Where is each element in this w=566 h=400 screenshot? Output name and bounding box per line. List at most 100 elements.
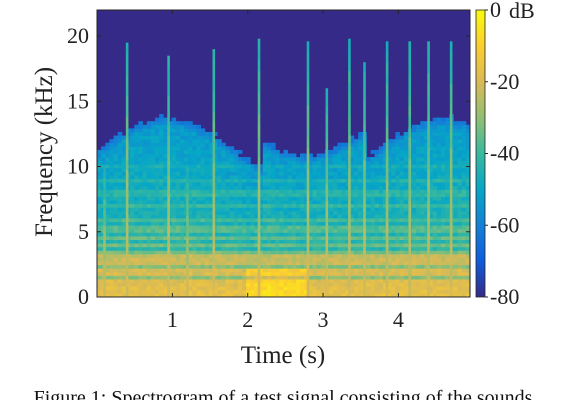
heatmap-cell bbox=[283, 164, 289, 169]
heatmap-cell bbox=[416, 275, 421, 280]
heatmap-cell bbox=[138, 218, 143, 223]
heatmap-cell bbox=[436, 203, 442, 208]
onset-streak bbox=[103, 258, 106, 265]
onset-streak bbox=[306, 179, 310, 191]
heatmap-cell bbox=[163, 261, 168, 266]
heatmap-cell bbox=[134, 268, 139, 273]
heatmap-cell bbox=[424, 149, 429, 154]
heatmap-cell bbox=[208, 232, 214, 237]
heatmap-cell bbox=[453, 196, 458, 201]
heatmap-cell bbox=[461, 207, 467, 212]
heatmap-cell bbox=[250, 293, 255, 298]
heatmap-cell bbox=[121, 160, 127, 165]
heatmap-cell bbox=[117, 279, 123, 284]
heatmap-cell bbox=[130, 218, 135, 223]
heatmap-cell bbox=[179, 268, 185, 273]
heatmap-cell bbox=[370, 207, 376, 212]
heatmap-cell bbox=[420, 200, 425, 205]
heatmap-cell bbox=[341, 178, 347, 183]
heatmap-cell bbox=[258, 253, 264, 258]
heatmap-cell bbox=[258, 243, 264, 248]
heatmap-cell bbox=[320, 232, 326, 237]
heatmap-cell bbox=[117, 200, 123, 205]
heatmap-cell bbox=[461, 171, 467, 176]
heatmap-cell bbox=[237, 185, 243, 190]
heatmap-cell bbox=[428, 149, 434, 154]
heatmap-cell bbox=[420, 128, 425, 133]
heatmap-cell bbox=[150, 257, 156, 262]
heatmap-cell bbox=[250, 286, 255, 291]
heatmap-cell bbox=[188, 207, 193, 212]
heatmap-cell bbox=[192, 149, 197, 154]
heatmap-cell bbox=[138, 275, 143, 280]
heatmap-cell bbox=[349, 214, 355, 219]
heatmap-cell bbox=[113, 225, 119, 230]
heatmap-cell bbox=[250, 228, 255, 233]
heatmap-cell bbox=[117, 293, 123, 298]
heatmap-cell bbox=[97, 200, 102, 205]
onset-streak bbox=[103, 199, 106, 205]
heatmap-cell bbox=[341, 239, 347, 244]
heatmap-cell bbox=[461, 142, 467, 147]
heatmap-cell bbox=[196, 282, 202, 287]
heatmap-cell bbox=[105, 214, 110, 219]
heatmap-cell bbox=[403, 182, 409, 187]
heatmap-cell bbox=[300, 264, 305, 269]
heatmap-cell bbox=[283, 178, 289, 183]
heatmap-cell bbox=[461, 121, 467, 126]
heatmap-cell bbox=[208, 243, 214, 248]
heatmap-cell bbox=[432, 239, 438, 244]
heatmap-cell bbox=[138, 239, 143, 244]
heatmap-cell bbox=[453, 253, 458, 258]
heatmap-cell bbox=[246, 250, 251, 255]
heatmap-cell bbox=[349, 286, 355, 291]
heatmap-cell bbox=[271, 268, 276, 273]
heatmap-cell bbox=[233, 200, 239, 205]
heatmap-cell bbox=[196, 200, 202, 205]
heatmap-cell bbox=[436, 117, 442, 122]
heatmap-cell bbox=[424, 203, 429, 208]
heatmap-cell bbox=[370, 200, 376, 205]
heatmap-cell bbox=[121, 228, 127, 233]
heatmap-cell bbox=[109, 239, 114, 244]
heatmap-cell bbox=[295, 228, 301, 233]
heatmap-cell bbox=[142, 189, 148, 194]
onset-streak bbox=[348, 275, 351, 287]
y-tick-label: 10 bbox=[67, 154, 89, 179]
heatmap-cell bbox=[196, 225, 202, 230]
heatmap-cell bbox=[349, 257, 355, 262]
heatmap-cell bbox=[333, 218, 338, 223]
heatmap-cell bbox=[461, 175, 467, 180]
onset-streak bbox=[363, 62, 366, 73]
heatmap-cell bbox=[312, 239, 318, 244]
heatmap-cell bbox=[312, 271, 318, 276]
heatmap-cell bbox=[440, 271, 446, 276]
heatmap-cell bbox=[225, 246, 231, 251]
heatmap-cell bbox=[229, 264, 235, 269]
heatmap-cell bbox=[225, 200, 231, 205]
heatmap-cell bbox=[101, 153, 106, 158]
heatmap-cell bbox=[221, 225, 226, 230]
heatmap-cell bbox=[175, 124, 181, 129]
heatmap-cell bbox=[200, 200, 206, 205]
heatmap-cell bbox=[432, 185, 438, 190]
heatmap-cell bbox=[213, 192, 218, 197]
onset-streak bbox=[363, 277, 366, 288]
heatmap-cell bbox=[291, 232, 297, 237]
heatmap-cell bbox=[117, 221, 123, 226]
heatmap-cell bbox=[308, 271, 313, 276]
heatmap-cell bbox=[130, 203, 135, 208]
x-tick-label: 3 bbox=[318, 307, 329, 332]
heatmap-cell bbox=[142, 275, 148, 280]
heatmap-cell bbox=[333, 182, 338, 187]
heatmap-cell bbox=[411, 185, 417, 190]
heatmap-cell bbox=[254, 239, 260, 244]
heatmap-cell bbox=[320, 257, 326, 262]
onset-streak bbox=[186, 231, 189, 238]
heatmap-cell bbox=[175, 146, 181, 151]
heatmap-cell bbox=[370, 221, 376, 226]
heatmap-cell bbox=[349, 239, 355, 244]
heatmap-cell bbox=[382, 167, 388, 172]
onset-streak bbox=[348, 264, 351, 276]
heatmap-cell bbox=[358, 164, 363, 169]
